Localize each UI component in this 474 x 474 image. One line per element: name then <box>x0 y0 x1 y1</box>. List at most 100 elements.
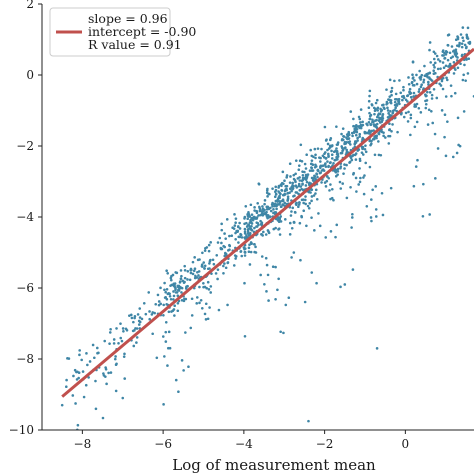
scatter-point <box>374 185 378 188</box>
scatter-point <box>425 72 428 76</box>
scatter-point <box>172 294 176 298</box>
scatter-point <box>451 55 455 58</box>
scatter-point <box>454 54 458 58</box>
scatter-point <box>330 157 334 160</box>
scatter-point <box>176 309 180 313</box>
scatter-point <box>336 141 340 144</box>
scatter-point <box>247 250 251 254</box>
scatter-point <box>234 238 237 241</box>
scatter-point <box>176 294 180 297</box>
scatter-point <box>301 182 304 185</box>
scatter-point <box>358 167 361 170</box>
scatter-point <box>455 151 459 155</box>
scatter-point <box>353 127 357 131</box>
scatter-point <box>275 207 278 211</box>
scatter-point <box>321 164 324 168</box>
scatter-point <box>354 158 358 161</box>
scatter-point <box>339 166 342 170</box>
scatter-point <box>374 119 377 122</box>
scatter-point <box>105 382 108 386</box>
scatter-point <box>155 356 159 360</box>
scatter-point <box>209 258 212 262</box>
scatter-point <box>112 342 116 345</box>
scatter-point <box>135 341 138 344</box>
scatter-point <box>430 110 433 113</box>
x-tick-label: −8 <box>74 437 92 451</box>
scatter-point <box>382 103 385 107</box>
scatter-point <box>365 122 368 126</box>
scatter-point <box>283 179 286 182</box>
scatter-point <box>240 236 244 239</box>
scatter-point <box>164 321 168 324</box>
scatter-point <box>284 303 288 307</box>
scatter-point <box>174 378 178 382</box>
scatter-point <box>373 135 376 139</box>
scatter-point <box>164 340 168 343</box>
scatter-point <box>341 127 345 130</box>
scatter-point <box>368 117 372 121</box>
scatter-point <box>264 233 268 236</box>
scatter-point <box>101 416 105 420</box>
scatter-point <box>193 256 196 259</box>
scatter-point <box>357 183 360 186</box>
scatter-point <box>304 184 308 187</box>
scatter-point <box>228 248 231 251</box>
scatter-point <box>310 271 314 274</box>
scatter-point <box>193 276 197 280</box>
scatter-point <box>238 221 241 225</box>
scatter-point <box>394 92 398 96</box>
scatter-point <box>345 148 349 152</box>
scatter-point <box>203 267 206 270</box>
scatter-point <box>389 109 392 113</box>
scatter-point <box>322 169 326 172</box>
scatter-point <box>342 135 346 138</box>
scatter-point <box>327 152 330 156</box>
scatter-point <box>246 217 249 220</box>
scatter-point <box>65 378 68 382</box>
scatter-point <box>243 227 247 231</box>
scatter-point <box>463 43 467 47</box>
scatter-point <box>102 374 106 377</box>
scatter-point <box>395 109 399 113</box>
scatter-point <box>468 41 472 45</box>
scatter-point <box>324 165 328 168</box>
scatter-point <box>334 174 338 178</box>
scatter-point <box>462 110 466 113</box>
scatter-point <box>123 352 126 356</box>
scatter-point <box>393 100 397 104</box>
scatter-point <box>335 147 338 150</box>
scatter-point <box>329 161 332 164</box>
scatter-point <box>369 113 373 117</box>
scatter-point <box>329 145 332 149</box>
scatter-point <box>361 120 364 124</box>
scatter-point <box>278 233 282 236</box>
scatter-point <box>112 338 116 341</box>
scatter-point <box>72 374 75 378</box>
scatter-point <box>218 236 222 240</box>
scatter-point <box>454 68 457 71</box>
scatter-point <box>427 108 431 112</box>
scatter-point <box>431 121 435 125</box>
scatter-point <box>422 80 425 84</box>
scatter-point <box>228 244 232 248</box>
scatter-point <box>277 184 281 188</box>
scatter-point <box>304 195 307 198</box>
scatter-point <box>223 232 226 235</box>
scatter-point <box>208 306 211 309</box>
scatter-point <box>162 403 165 406</box>
scatter-point <box>186 284 189 288</box>
scatter-point <box>364 150 368 154</box>
scatter-point <box>299 258 302 262</box>
scatter-point <box>298 188 302 192</box>
scatter-point <box>368 165 372 169</box>
scatter-point <box>148 317 151 321</box>
scatter-point <box>395 104 399 107</box>
scatter-point <box>424 99 427 103</box>
scatter-point <box>216 277 219 281</box>
scatter-point <box>220 247 224 251</box>
scatter-point <box>407 82 411 86</box>
scatter-point <box>163 288 166 292</box>
scatter-point <box>133 329 136 332</box>
scatter-point <box>356 139 359 142</box>
